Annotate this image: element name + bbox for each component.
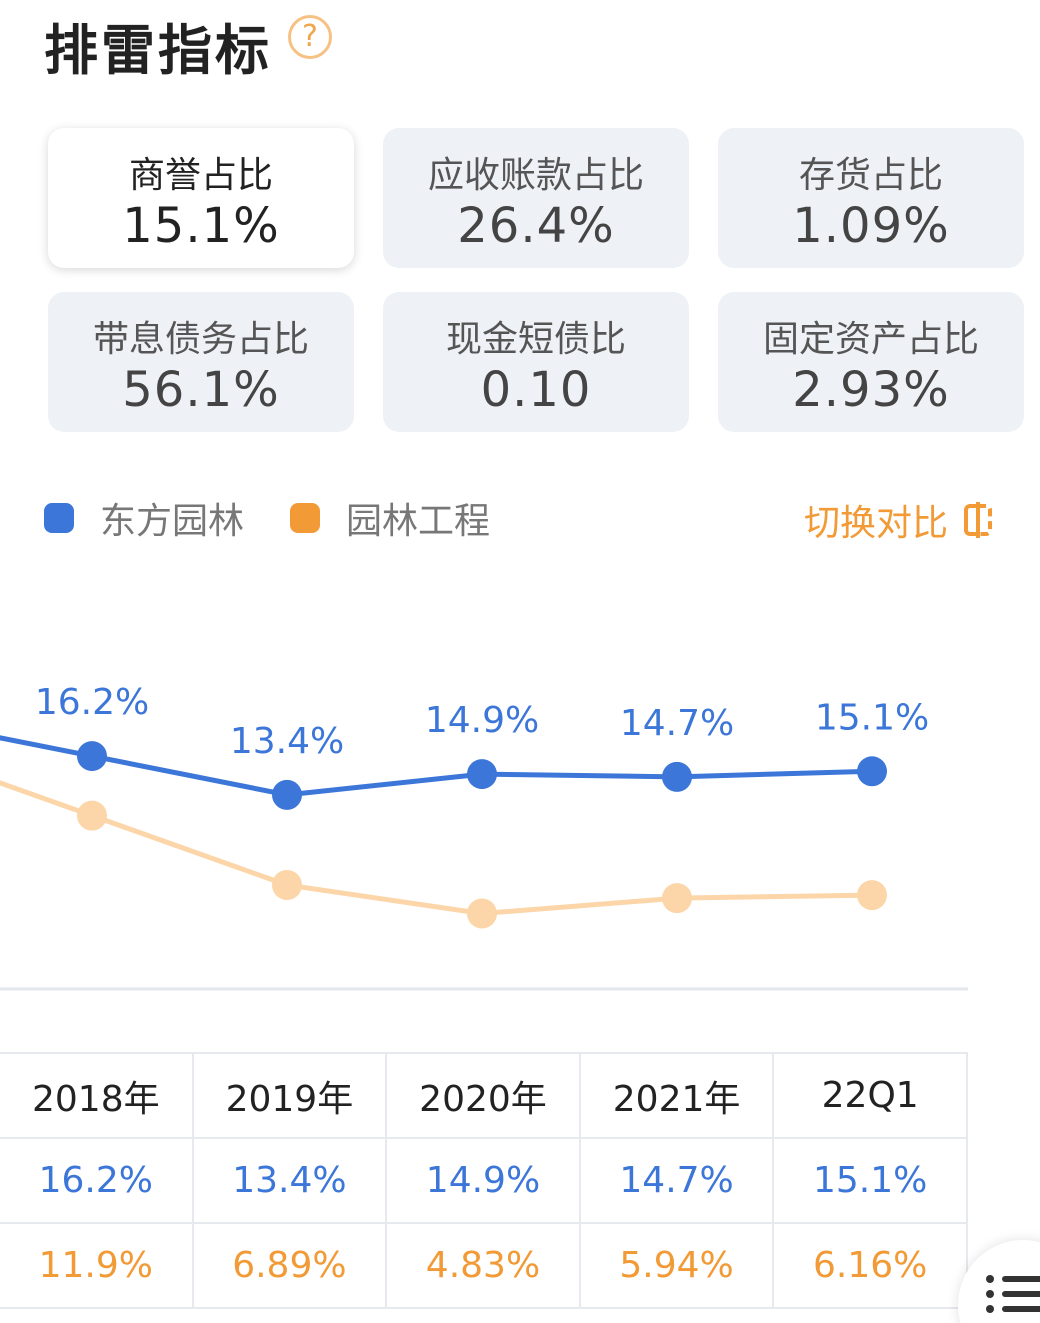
card-label: 固定资产占比 bbox=[762, 319, 979, 360]
data-point[interactable] bbox=[272, 779, 302, 810]
table-cell: 6.89% bbox=[191, 1222, 388, 1309]
card-value: 15.1% bbox=[122, 198, 280, 254]
data-label: 15.1% bbox=[815, 697, 929, 738]
data-point[interactable] bbox=[857, 756, 887, 787]
data-label: 13.4% bbox=[230, 721, 344, 762]
legend-label: 园林工程 bbox=[346, 501, 491, 542]
card-value: 0.10 bbox=[480, 362, 592, 418]
card-cash-short-debt-ratio[interactable]: 现金短债比 0.10 bbox=[383, 292, 689, 432]
table-row: 16.2% 13.4% 14.9% 14.7% 15.1% bbox=[0, 1137, 968, 1224]
data-point[interactable] bbox=[467, 759, 497, 790]
data-point[interactable] bbox=[857, 880, 887, 911]
table-cell: 14.9% bbox=[385, 1137, 581, 1224]
data-point[interactable] bbox=[662, 761, 692, 792]
table-cell: 4.83% bbox=[385, 1222, 581, 1309]
page-title: 排雷指标 bbox=[44, 19, 272, 82]
table-cell: 11.9% bbox=[0, 1222, 194, 1309]
data-point[interactable] bbox=[77, 800, 107, 831]
card-label: 应收账款占比 bbox=[427, 155, 644, 196]
card-label: 带息债务占比 bbox=[92, 319, 309, 360]
table-header-cell: 2021年 bbox=[578, 1052, 775, 1139]
card-value: 26.4% bbox=[457, 198, 615, 254]
legend-label: 东方园林 bbox=[100, 501, 245, 542]
card-receivables-ratio[interactable]: 应收账款占比 26.4% bbox=[383, 128, 689, 268]
switch-icon bbox=[962, 502, 994, 538]
table-header-cell: 2018年 bbox=[0, 1052, 194, 1139]
series-line-1 bbox=[0, 780, 873, 917]
data-point[interactable] bbox=[662, 883, 692, 914]
data-point[interactable] bbox=[272, 869, 302, 900]
legend-item-industry: 园林工程 bbox=[290, 496, 490, 542]
series-line-0 bbox=[0, 735, 873, 798]
switch-label: 切换对比 bbox=[804, 503, 949, 544]
table-cell: 15.1% bbox=[772, 1137, 968, 1224]
card-label: 存货占比 bbox=[798, 155, 943, 196]
card-label: 商誉占比 bbox=[128, 155, 273, 196]
legend-swatch bbox=[44, 503, 74, 533]
card-inventory-ratio[interactable]: 存货占比 1.09% bbox=[718, 128, 1024, 268]
question-icon[interactable]: ? bbox=[288, 15, 332, 59]
table-cell: 14.7% bbox=[578, 1137, 775, 1224]
card-value: 1.09% bbox=[792, 198, 950, 254]
table-header-cell: 2019年 bbox=[191, 1052, 388, 1139]
table-cell: 16.2% bbox=[0, 1137, 194, 1224]
table-header-cell: 2020年 bbox=[385, 1052, 581, 1139]
card-goodwill-ratio[interactable]: 商誉占比 15.1% bbox=[48, 128, 354, 268]
data-point[interactable] bbox=[467, 898, 497, 929]
table-cell: 6.16% bbox=[772, 1222, 968, 1309]
list-button[interactable] bbox=[958, 1240, 1040, 1323]
switch-compare-button[interactable]: 切换对比 bbox=[804, 494, 994, 546]
legend-swatch bbox=[290, 503, 320, 533]
legend-item-company: 东方园林 bbox=[44, 496, 244, 542]
line-chart: 16.2% 13.4% 14.9% 14.7% 15.1% bbox=[0, 682, 968, 991]
card-label: 现金短债比 bbox=[445, 319, 626, 360]
card-value: 56.1% bbox=[122, 362, 280, 418]
table-row: 11.9% 6.89% 4.83% 5.94% 6.16% bbox=[0, 1222, 968, 1309]
data-label: 14.9% bbox=[425, 700, 539, 741]
data-label: 14.7% bbox=[620, 703, 734, 744]
table-cell: 5.94% bbox=[578, 1222, 775, 1309]
data-table: 2018年 2019年 2020年 2021年 22Q1 16.2% 13.4%… bbox=[0, 1052, 968, 1309]
card-fixed-assets-ratio[interactable]: 固定资产占比 2.93% bbox=[718, 292, 1024, 432]
card-interest-debt-ratio[interactable]: 带息债务占比 56.1% bbox=[48, 292, 354, 432]
table-header-cell: 22Q1 bbox=[772, 1052, 968, 1139]
data-point[interactable] bbox=[77, 741, 107, 772]
table-cell: 13.4% bbox=[191, 1137, 388, 1224]
card-value: 2.93% bbox=[792, 362, 950, 418]
data-label: 16.2% bbox=[35, 682, 149, 723]
table-header-row: 2018年 2019年 2020年 2021年 22Q1 bbox=[0, 1052, 968, 1139]
